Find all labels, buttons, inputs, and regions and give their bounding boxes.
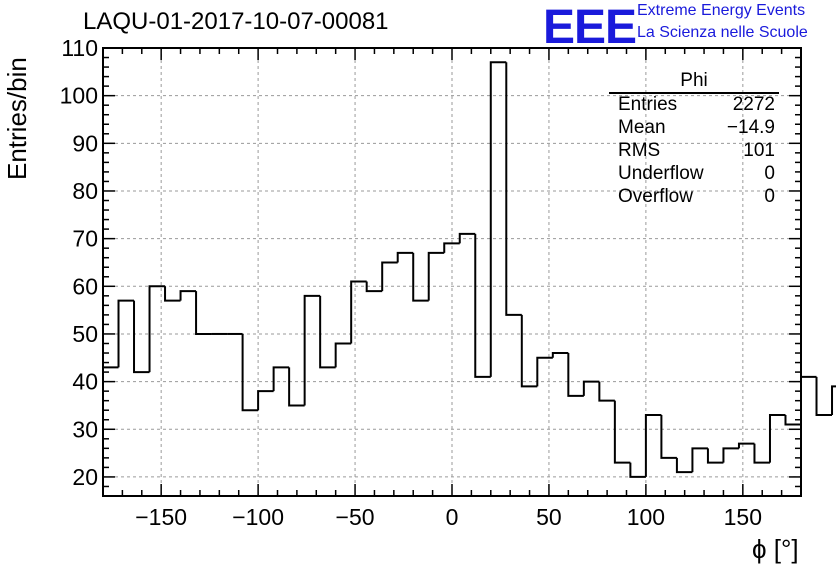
histogram-bin — [691, 447, 708, 473]
histogram-bin — [241, 333, 259, 412]
histogram-bin — [164, 286, 181, 302]
y-tick-label: 110 — [61, 35, 98, 61]
histogram-bin — [722, 447, 739, 463]
histogram-bin — [567, 353, 584, 397]
stats-row: RMS 101 — [609, 140, 779, 163]
histogram-bin — [737, 442, 755, 449]
histogram-bin — [551, 352, 569, 358]
y-axis-label: Entries/bin — [2, 57, 32, 180]
histogram-bin — [396, 251, 414, 263]
histogram-bin — [815, 376, 833, 416]
x-tick-label: 50 — [536, 504, 562, 530]
histogram-bin — [644, 413, 662, 477]
y-tick-label: 50 — [72, 321, 98, 347]
stats-row: Mean −14.9 — [609, 117, 779, 140]
histogram-bin — [427, 251, 445, 301]
y-tick-label: 60 — [72, 273, 98, 299]
x-tick-label: 100 — [627, 504, 665, 530]
x-axis-label: ϕ [°] — [752, 534, 799, 564]
histogram-bin — [365, 281, 383, 293]
x-tick-label: −150 — [135, 504, 187, 530]
histogram-bin — [629, 462, 646, 478]
eee-logo: EEE — [543, 1, 637, 54]
x-tick-label: 0 — [446, 504, 459, 530]
histogram-bin — [784, 414, 801, 426]
histogram-bin — [505, 62, 522, 316]
y-tick-label: 100 — [60, 83, 98, 109]
histogram-bin — [706, 448, 724, 464]
y-tick-label: 20 — [72, 464, 98, 490]
histogram-bin — [272, 366, 290, 392]
histogram-bin — [412, 252, 429, 302]
stats-label: Overflow — [618, 186, 693, 207]
stats-value: 101 — [743, 140, 775, 161]
stats-row: Underflow 0 — [609, 163, 779, 186]
x-tick-label: −100 — [232, 504, 284, 530]
histogram-bin — [257, 390, 274, 411]
stats-label: Mean — [618, 117, 666, 138]
histogram-bin — [458, 232, 476, 244]
y-tick-label: 90 — [72, 130, 98, 156]
stats-label: RMS — [618, 140, 661, 161]
stats-divider — [609, 92, 779, 94]
y-tick-label: 80 — [72, 178, 98, 204]
stats-value: 0 — [764, 186, 775, 207]
y-tick-label: 70 — [72, 226, 98, 252]
x-tick-label: 150 — [724, 504, 762, 530]
histogram-bin — [520, 314, 538, 388]
histogram-bin — [117, 299, 135, 368]
stats-label: Underflow — [618, 163, 704, 184]
histogram-bin — [303, 294, 321, 406]
histogram-bin — [613, 400, 631, 464]
logo-text-line2: La Scienza nelle Scuole — [637, 24, 808, 41]
histogram-bin — [582, 380, 600, 396]
stats-row: Overflow 0 — [609, 186, 779, 209]
histogram-bin — [675, 457, 693, 474]
stats-label: Entries — [618, 94, 678, 115]
histogram-bin — [334, 342, 352, 368]
histogram-bin — [133, 300, 150, 374]
histogram-bin — [195, 291, 212, 335]
histogram-bin — [768, 413, 786, 463]
stats-value: 0 — [764, 163, 775, 184]
axis-ticks — [102, 47, 802, 497]
histogram-bin — [288, 367, 305, 407]
tick-labels: −150 −100 −50 0 50 100 150 20 30 40 50 60 70 80 90 100 1… — [60, 35, 762, 530]
histogram-bin — [753, 443, 770, 464]
histogram-bin — [598, 381, 615, 402]
stats-box: Phi Entries 2272 Mean −14.9 RMS 101 Underfl… — [609, 70, 779, 209]
histogram-bin — [660, 414, 677, 459]
stats-title: Phi — [680, 70, 708, 91]
y-tick-label: 40 — [72, 369, 98, 395]
chart-title: LAQU-01-2017-10-07-00081 — [83, 8, 389, 35]
y-tick-label: 30 — [72, 416, 98, 442]
histogram-bin — [381, 261, 398, 292]
histogram-bin — [800, 375, 817, 425]
histogram-bin — [489, 61, 507, 377]
histogram-bin — [148, 285, 166, 373]
histogram-bin — [536, 356, 553, 387]
histogram-bin — [319, 295, 336, 369]
histogram-bin — [443, 242, 460, 253]
histogram-bin — [474, 233, 491, 378]
histogram-bin — [831, 385, 836, 415]
histogram-bin — [179, 290, 197, 301]
stats-row: Entries 2272 — [609, 94, 779, 117]
stats-value: −14.9 — [726, 117, 775, 138]
stats-value: 2272 — [732, 94, 775, 115]
histogram-bin — [350, 280, 367, 344]
logo-text-line1: Extreme Energy Events — [637, 2, 806, 19]
x-tick-label: −50 — [336, 504, 375, 530]
